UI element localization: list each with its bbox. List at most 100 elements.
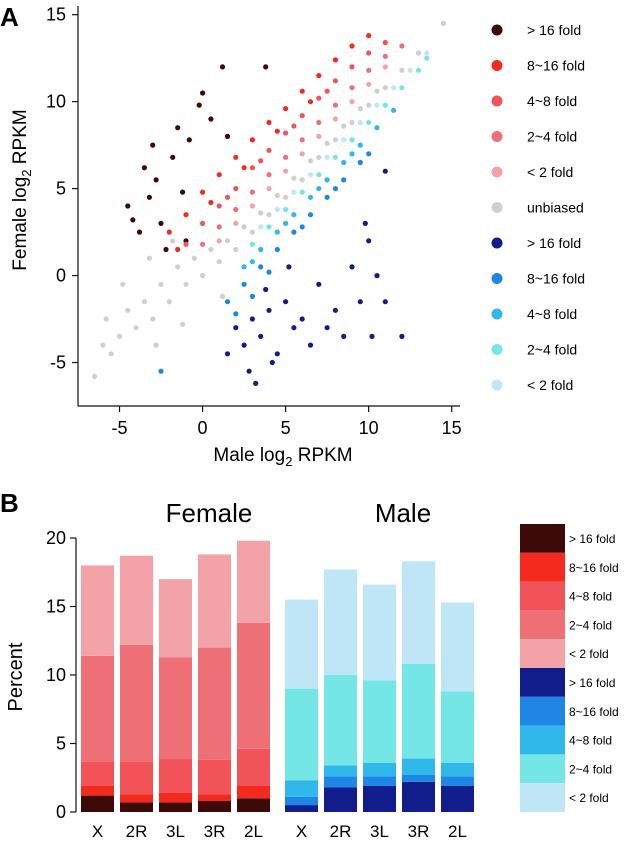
scatter-point-female [153, 177, 159, 183]
legend-label: < 2 fold [527, 164, 573, 180]
scatter-point-male [258, 246, 264, 253]
scatter-point-female [349, 99, 355, 105]
scatter-point-female [130, 217, 136, 223]
bar-segment-male [363, 584, 396, 681]
scatter-legend: > 16 fold 8~16 fold 4~8 fold 2~4 fold < 2 fo… [491, 22, 585, 393]
scatter-point-unbiased [150, 316, 156, 322]
scatter-point-female [146, 194, 152, 200]
bar-x-tick-label: 2R [126, 822, 148, 841]
scatter-point-male [269, 359, 275, 366]
bar-y-tick-label: 20 [46, 528, 66, 548]
scatter-point-unbiased [120, 281, 126, 287]
bar-x-tick-label: X [296, 822, 307, 841]
scatter-point-female [216, 203, 222, 209]
scatter-point-male [249, 259, 255, 265]
scatter-point-male [283, 299, 289, 305]
scatter-point-unbiased [332, 137, 338, 143]
scatter-point-unbiased [224, 238, 231, 244]
scatter-point-female [349, 43, 355, 49]
bar-segment-female [120, 802, 153, 812]
bar-segment-female [81, 655, 114, 762]
scatter-point-female [249, 189, 255, 195]
scatter-point-female [366, 81, 372, 87]
bar-segment-male [441, 776, 474, 786]
scatter-point-male [424, 50, 430, 56]
scatter-point-female [175, 125, 181, 131]
scatter-point-female [382, 64, 388, 70]
scatter-point-unbiased [146, 255, 152, 261]
group-title-female: Female [166, 498, 253, 528]
scatter-point-male [382, 102, 388, 108]
bar-y-tick-label: 10 [46, 665, 66, 685]
y-tick-label: 10 [46, 92, 66, 112]
scatter-point-male [407, 67, 413, 73]
y-tick-label: -5 [50, 353, 66, 373]
bar-segment-female [198, 794, 231, 801]
y-ticks: -5 0 5 10 15 [46, 5, 78, 373]
group-title-male: Male [375, 498, 431, 528]
scatter-point-female [233, 220, 239, 226]
bar-legend: > 16 fold 8~16 fold 4~8 fold 2~4 fold < 2 fo… [520, 524, 619, 812]
bar-segment-male [363, 776, 396, 786]
scatter-point-male [299, 224, 305, 230]
scatter-point-male [366, 119, 372, 126]
bar-x-tick-label: X [92, 822, 103, 841]
bar-segment-male [402, 781, 435, 812]
bar-legend-swatch [520, 783, 565, 812]
scatter-point-female [241, 165, 247, 171]
scatter-point-female [183, 241, 189, 247]
scatter-point-unbiased [153, 342, 159, 348]
scatter-point-male [341, 137, 347, 143]
x-tick-label: 15 [442, 418, 462, 438]
scatter-point-male [249, 293, 255, 299]
bar-x-tick-label: 3R [408, 822, 430, 841]
scatter-point-female [266, 119, 272, 126]
scatter-point-female [141, 165, 147, 171]
scatter-point-male [266, 224, 272, 230]
bar-segment-female [81, 565, 114, 656]
scatter-point-male [283, 206, 289, 213]
scatter-point-unbiased [324, 140, 330, 146]
scatter-point-female [249, 165, 255, 171]
scatter-point-male [291, 189, 297, 195]
legend-label: 8~16 fold [527, 271, 585, 287]
scatter-point-male [283, 220, 289, 226]
scatter-point-unbiased [316, 154, 322, 160]
scatter-point-male [249, 316, 255, 322]
bar-segment-male [324, 776, 357, 788]
scatter-point-male [316, 186, 322, 192]
scatter-point-female [200, 220, 206, 226]
scatter-point-unbiased [241, 224, 247, 230]
scatter-point-male [357, 119, 363, 126]
bar-segment-female [159, 579, 192, 658]
scatter-point-male [233, 311, 239, 317]
scatter-point-unbiased [415, 50, 422, 56]
bar-x-tick-label: 3R [204, 822, 226, 841]
scatter-point-male [299, 316, 305, 322]
scatter-point-male [299, 189, 305, 195]
scatter-point-unbiased [116, 333, 123, 339]
scatter-point-male [158, 368, 164, 374]
scatter-point-unbiased [170, 238, 176, 244]
scatter-point-female [170, 154, 176, 160]
bar-segment-male [441, 691, 474, 763]
bar-segment-female [198, 759, 231, 795]
bar-segment-male [285, 796, 318, 806]
legend-label: > 16 fold [527, 22, 581, 38]
bar-segment-female [159, 758, 192, 793]
scatter-point-female [299, 113, 305, 119]
bar-legend-label: < 2 fold [569, 791, 609, 805]
bar-y-axis-title: Percent [5, 642, 27, 711]
scatter-point-male [241, 281, 247, 287]
scatter-point-female [349, 64, 355, 70]
bar-legend-label: 2~4 fold [569, 618, 612, 632]
scatter-point-male [415, 67, 422, 73]
bar-segment-female [198, 554, 231, 648]
scatter-point-female [299, 137, 305, 143]
scatter-point-female [316, 95, 322, 101]
scatter-point-unbiased [249, 229, 255, 235]
scatter-point-female [324, 88, 330, 94]
scatter-point-male [307, 342, 314, 348]
scatter-point-unbiased [200, 273, 206, 279]
scatter-point-male [341, 177, 347, 183]
